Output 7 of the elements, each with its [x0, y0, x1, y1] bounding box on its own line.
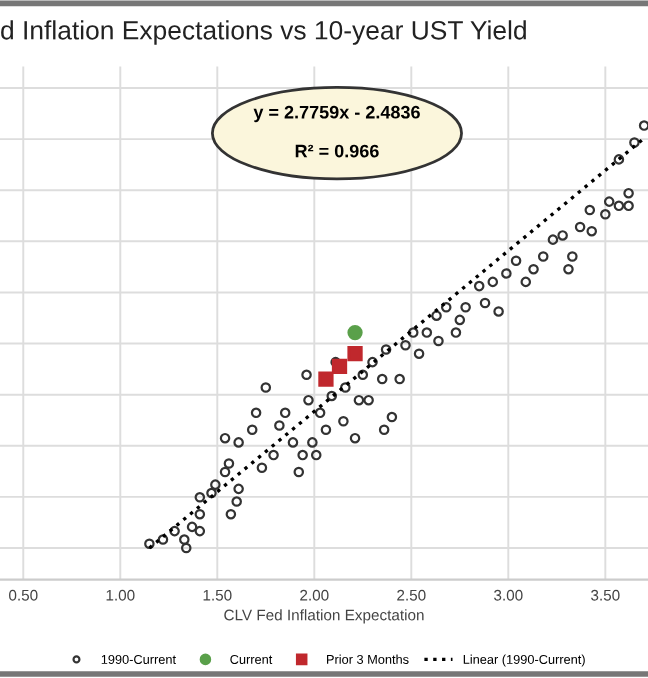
point — [331, 358, 348, 375]
text: y = 2.7759x - 2.4836 — [253, 105, 420, 123]
chart-title: d Inflation Expectations vs 10-year UST Yield — [1, 20, 526, 45]
point — [347, 324, 363, 341]
annotation: R² = 0.966 — [295, 144, 379, 158]
point — [347, 346, 363, 362]
point — [318, 371, 334, 387]
